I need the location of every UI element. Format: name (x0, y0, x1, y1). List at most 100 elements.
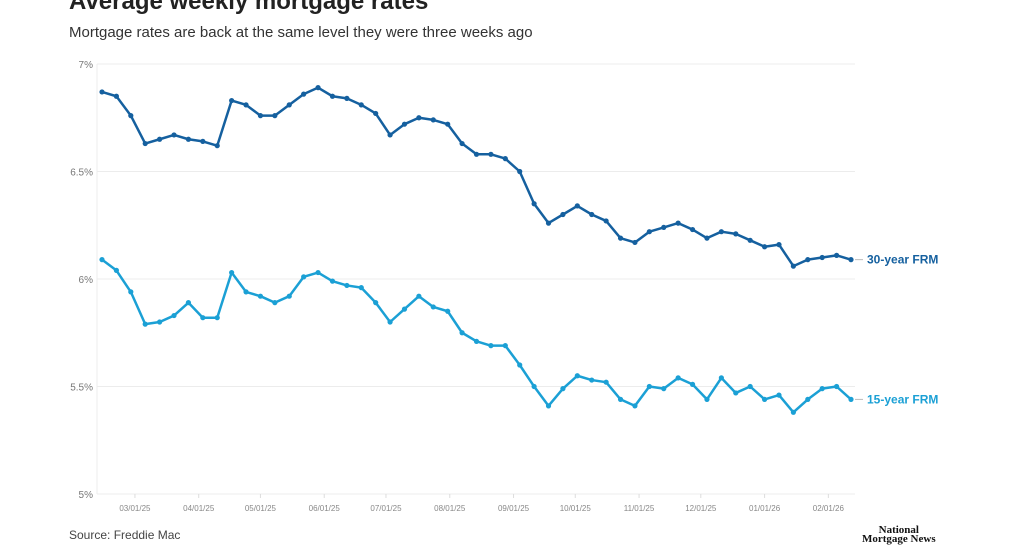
data-point (704, 396, 710, 402)
publisher-logo: National Mortgage News (862, 524, 936, 545)
data-point (848, 396, 854, 402)
data-point (401, 121, 408, 127)
data-point (819, 386, 825, 392)
data-point (243, 289, 249, 295)
data-point (675, 220, 681, 226)
data-point (142, 321, 148, 327)
data-point (560, 211, 566, 218)
data-point (286, 102, 292, 108)
data-point (589, 211, 595, 218)
data-point (128, 289, 134, 295)
data-point (329, 278, 336, 284)
data-point (747, 237, 753, 243)
x-tick-label: 01/01/26 (749, 504, 781, 513)
source-note: Source: Freddie Mac (69, 528, 181, 542)
chart-title: Average weekly mortgage rates (69, 0, 429, 15)
data-point (689, 381, 696, 387)
data-point (459, 330, 465, 336)
data-point (445, 308, 451, 314)
data-point (661, 386, 667, 392)
data-point (430, 117, 436, 123)
data-point (473, 151, 480, 157)
data-point (344, 282, 350, 289)
data-point (142, 140, 148, 147)
y-tick-label: 6% (79, 275, 94, 286)
series-label: 30-year FRM (867, 253, 938, 267)
data-point (430, 304, 436, 310)
data-point (272, 300, 278, 306)
data-point (214, 143, 220, 149)
data-point (805, 396, 811, 402)
data-point (603, 218, 609, 224)
data-point (704, 235, 710, 241)
data-point (761, 396, 768, 402)
y-tick-label: 6.5% (70, 168, 93, 179)
data-point (200, 315, 206, 321)
data-point (243, 102, 249, 108)
data-point (344, 95, 350, 101)
data-point (401, 306, 408, 312)
data-point (358, 102, 364, 108)
data-point (790, 409, 796, 415)
data-point (502, 156, 508, 162)
data-point (200, 138, 206, 144)
y-tick-label: 5.5% (70, 383, 93, 394)
data-point (718, 229, 724, 235)
data-point (301, 91, 307, 97)
data-point (574, 203, 580, 209)
data-point (675, 375, 681, 381)
data-point (776, 392, 782, 398)
data-point (373, 300, 379, 306)
data-point (632, 239, 638, 246)
x-tick-label: 04/01/25 (183, 504, 215, 513)
data-point (229, 97, 235, 104)
chart-subtitle: Mortgage rates are back at the same leve… (69, 24, 533, 41)
data-point (617, 235, 624, 241)
data-point (517, 168, 523, 175)
data-point (171, 312, 177, 319)
x-tick-label: 08/01/25 (434, 504, 466, 513)
data-point (632, 403, 638, 409)
series-label: 15-year FRM (867, 392, 938, 406)
data-point (459, 140, 465, 147)
data-point (257, 293, 264, 299)
data-point (733, 390, 739, 396)
data-point (574, 373, 580, 379)
data-point (416, 115, 422, 121)
data-point (473, 338, 480, 344)
data-point (761, 244, 768, 250)
y-tick-label: 5% (79, 490, 94, 501)
data-point (171, 132, 177, 138)
data-point (646, 229, 652, 235)
x-tick-label: 02/01/26 (813, 504, 845, 513)
data-point (718, 375, 724, 381)
data-point (99, 257, 105, 263)
data-point (545, 403, 552, 409)
data-point (214, 315, 220, 321)
data-point (387, 319, 393, 325)
data-point (488, 151, 494, 157)
data-point (373, 110, 379, 117)
data-point (733, 231, 739, 237)
x-tick-label: 05/01/25 (245, 504, 277, 513)
data-point (517, 362, 523, 368)
data-point (315, 269, 321, 276)
data-point (560, 386, 566, 392)
data-point (229, 269, 235, 276)
y-tick-label: 7% (79, 60, 94, 71)
x-tick-label: 06/01/25 (309, 504, 341, 513)
data-point (531, 201, 537, 207)
data-point (257, 113, 264, 119)
data-point (661, 224, 667, 230)
data-point (387, 132, 393, 138)
x-tick-label: 10/01/25 (560, 504, 592, 513)
data-point (157, 319, 163, 325)
data-point (531, 383, 537, 390)
series-line-15-year (101, 258, 852, 414)
data-point (488, 343, 494, 349)
data-point (545, 220, 552, 226)
data-point (747, 383, 753, 390)
data-point (689, 226, 696, 233)
data-point (445, 121, 451, 127)
